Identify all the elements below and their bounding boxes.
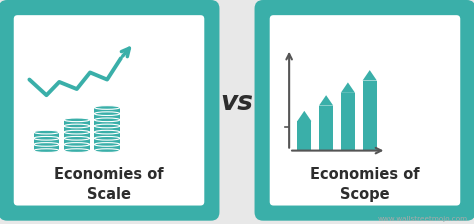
Bar	[94, 138, 120, 144]
Bar	[94, 120, 120, 126]
Polygon shape	[363, 70, 377, 80]
Ellipse shape	[34, 130, 59, 134]
Bar	[363, 80, 377, 151]
Ellipse shape	[64, 149, 90, 152]
Bar	[64, 126, 90, 132]
Bar	[34, 132, 59, 138]
Ellipse shape	[64, 143, 90, 146]
Text: Economies of
Scale: Economies of Scale	[54, 167, 164, 202]
Bar	[94, 108, 120, 114]
Bar	[94, 132, 120, 138]
Bar	[64, 138, 90, 144]
Ellipse shape	[94, 149, 120, 152]
FancyBboxPatch shape	[270, 15, 460, 206]
Ellipse shape	[94, 130, 120, 134]
Ellipse shape	[94, 124, 120, 128]
Ellipse shape	[64, 130, 90, 134]
Polygon shape	[297, 111, 311, 121]
Text: Economies of
Scope: Economies of Scope	[310, 167, 420, 202]
Bar	[34, 138, 59, 144]
Polygon shape	[319, 95, 333, 106]
Ellipse shape	[94, 143, 120, 146]
Ellipse shape	[64, 136, 90, 140]
FancyBboxPatch shape	[14, 15, 204, 206]
Ellipse shape	[34, 143, 59, 146]
Bar	[319, 106, 333, 151]
Bar	[341, 93, 355, 151]
Ellipse shape	[94, 118, 120, 122]
Bar	[94, 126, 120, 132]
Ellipse shape	[94, 106, 120, 109]
Bar	[64, 132, 90, 138]
FancyBboxPatch shape	[255, 0, 474, 221]
Ellipse shape	[64, 118, 90, 122]
Bar	[94, 114, 120, 120]
Ellipse shape	[34, 149, 59, 152]
Bar	[64, 144, 90, 151]
Bar	[94, 144, 120, 151]
Bar	[297, 121, 311, 151]
FancyBboxPatch shape	[0, 0, 219, 221]
Text: vs: vs	[220, 90, 254, 116]
Bar	[34, 144, 59, 151]
Polygon shape	[341, 82, 355, 93]
Bar	[64, 120, 90, 126]
Ellipse shape	[94, 112, 120, 116]
Text: www.wallstreetmojo.com: www.wallstreetmojo.com	[378, 216, 468, 222]
Ellipse shape	[94, 136, 120, 140]
Ellipse shape	[64, 124, 90, 128]
Ellipse shape	[34, 136, 59, 140]
